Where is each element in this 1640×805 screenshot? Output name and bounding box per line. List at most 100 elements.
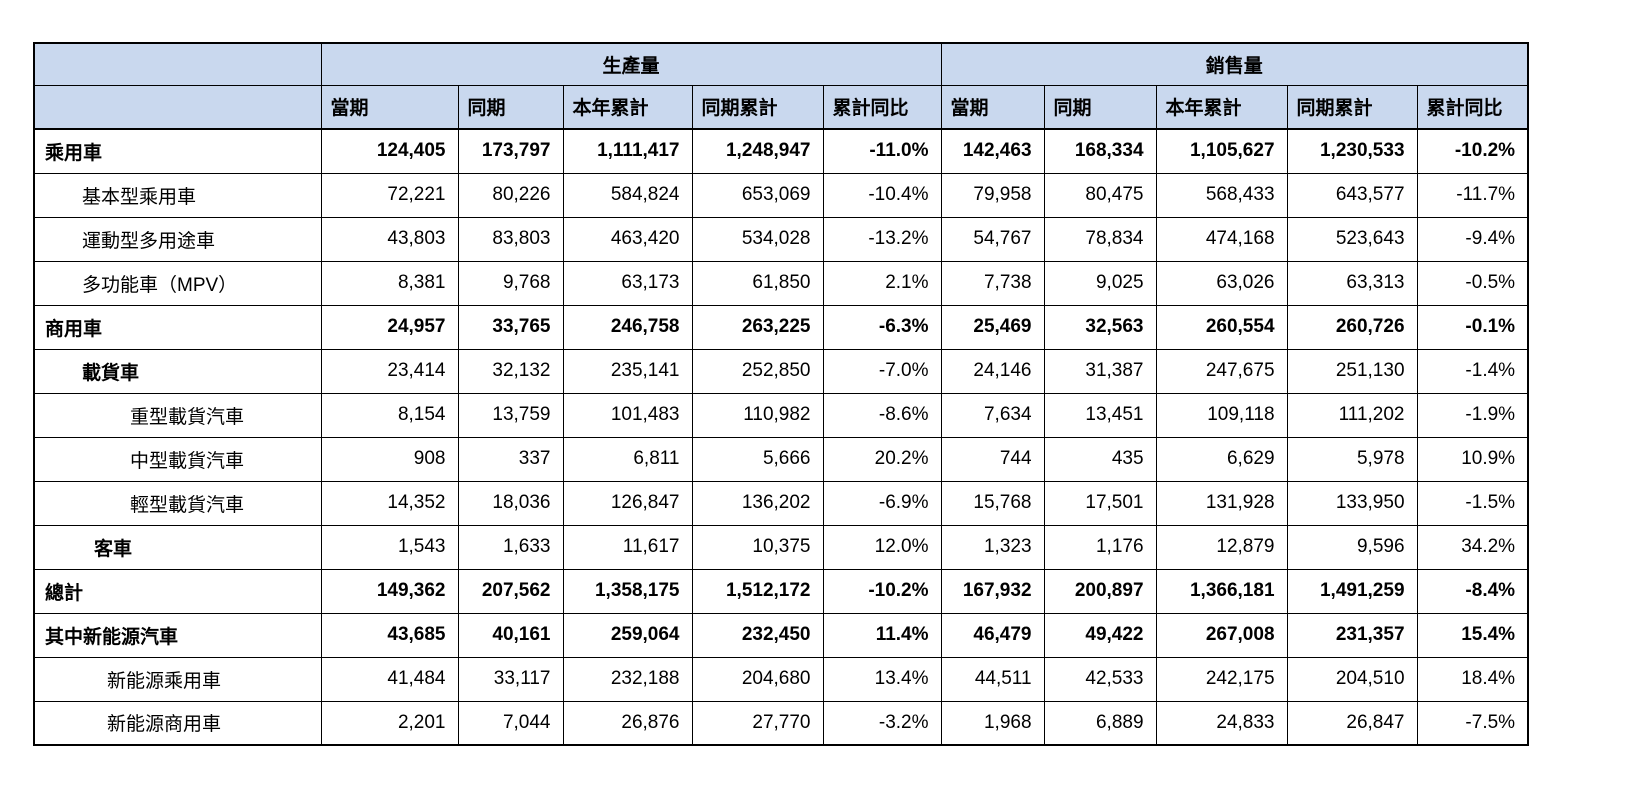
table-row: 重型載貨汽車 8,154 13,759 101,483 110,982 -8.6% 7,63… [33,392,1529,438]
production-cumulative-yoy-value: -7.0% [822,348,942,394]
production-current-period-value: 23,414 [320,348,459,394]
production-ytd-value: 463,420 [562,216,693,262]
sales-prior-ytd-value: 111,202 [1286,392,1418,438]
column-header-production-ytd: 本年累計 [562,84,693,130]
row-label: 新能源商用車 [33,700,322,746]
production-ytd-value: 6,811 [562,436,693,482]
production-prior-period-value: 80,226 [457,172,564,218]
sales-cumulative-yoy-value: -1.5% [1416,480,1529,526]
production-cumulative-yoy-value: -10.2% [822,568,942,614]
table-row: 其中新能源汽車 43,685 40,161 259,064 232,450 11.4% 46… [33,612,1529,658]
row-label: 重型載貨汽車 [33,392,322,438]
sales-cumulative-yoy-value: -1.9% [1416,392,1529,438]
production-current-period-value: 8,381 [320,260,459,306]
sales-current-period-value: 1,323 [940,524,1045,570]
table-row: 中型載貨汽車 908 337 6,811 5,666 20.2% 744 435 6,629 5,… [33,436,1529,482]
sales-prior-ytd-value: 260,726 [1286,304,1418,350]
sales-cumulative-yoy-value: -1.4% [1416,348,1529,394]
sales-cumulative-yoy-value: 34.2% [1416,524,1529,570]
production-current-period-value: 43,685 [320,612,459,658]
production-ytd-value: 11,617 [562,524,693,570]
production-current-period-value: 8,154 [320,392,459,438]
sales-prior-period-value: 42,533 [1043,656,1157,702]
production-current-period-value: 41,484 [320,656,459,702]
production-cumulative-yoy-value: -6.3% [822,304,942,350]
production-current-period-value: 24,957 [320,304,459,350]
production-prior-ytd-value: 534,028 [691,216,824,262]
sales-current-period-value: 79,958 [940,172,1045,218]
sales-ytd-value: 474,168 [1155,216,1288,262]
table-row: 商用車 24,957 33,765 246,758 263,225 -6.3% 25,469… [33,304,1529,350]
production-current-period-value: 43,803 [320,216,459,262]
sales-cumulative-yoy-value: -9.4% [1416,216,1529,262]
sales-prior-period-value: 6,889 [1043,700,1157,746]
sales-prior-ytd-value: 251,130 [1286,348,1418,394]
sales-cumulative-yoy-value: -0.5% [1416,260,1529,306]
sales-ytd-value: 12,879 [1155,524,1288,570]
production-prior-period-value: 7,044 [457,700,564,746]
production-prior-period-value: 337 [457,436,564,482]
production-prior-period-value: 1,633 [457,524,564,570]
sales-cumulative-yoy-value: -10.2% [1416,128,1529,174]
production-prior-ytd-value: 27,770 [691,700,824,746]
table-row: 輕型載貨汽車 14,352 18,036 126,847 136,202 -6.9% 15,… [33,480,1529,526]
production-prior-ytd-value: 10,375 [691,524,824,570]
production-prior-ytd-value: 232,450 [691,612,824,658]
production-prior-ytd-value: 136,202 [691,480,824,526]
sales-ytd-value: 267,008 [1155,612,1288,658]
corner-cell-bottom [33,84,322,130]
row-label: 中型載貨汽車 [33,436,322,482]
column-header-row: 當期 同期 本年累計 同期累計 累計同比 當期 同期 本年累計 同期累計 累計同比 [33,84,1529,130]
row-label: 商用車 [33,304,322,350]
production-prior-ytd-value: 110,982 [691,392,824,438]
sales-current-period-value: 25,469 [940,304,1045,350]
production-ytd-value: 1,111,417 [562,128,693,174]
production-cumulative-yoy-value: 2.1% [822,260,942,306]
production-cumulative-yoy-value: 20.2% [822,436,942,482]
table-row: 乘用車 124,405 173,797 1,111,417 1,248,947 -11.0… [33,128,1529,174]
corner-cell-top [33,42,322,86]
sales-prior-ytd-value: 231,357 [1286,612,1418,658]
sales-current-period-value: 44,511 [940,656,1045,702]
column-header-production-current-period: 當期 [320,84,459,130]
sales-prior-ytd-value: 643,577 [1286,172,1418,218]
sales-ytd-value: 260,554 [1155,304,1288,350]
sales-current-period-value: 15,768 [940,480,1045,526]
row-label: 基本型乘用車 [33,172,322,218]
sales-prior-ytd-value: 204,510 [1286,656,1418,702]
production-cumulative-yoy-value: 11.4% [822,612,942,658]
production-prior-ytd-value: 204,680 [691,656,824,702]
table-row: 基本型乘用車 72,221 80,226 584,824 653,069 -10.4% 79… [33,172,1529,218]
sales-prior-period-value: 1,176 [1043,524,1157,570]
sales-prior-ytd-value: 1,491,259 [1286,568,1418,614]
sales-current-period-value: 54,767 [940,216,1045,262]
production-current-period-value: 14,352 [320,480,459,526]
sales-prior-period-value: 168,334 [1043,128,1157,174]
column-header-sales-cumulative-yoy: 累計同比 [1416,84,1529,130]
sales-prior-ytd-value: 63,313 [1286,260,1418,306]
column-header-sales-ytd: 本年累計 [1155,84,1288,130]
production-ytd-value: 232,188 [562,656,693,702]
production-ytd-value: 246,758 [562,304,693,350]
row-label: 運動型多用途車 [33,216,322,262]
column-header-production-cumulative-yoy: 累計同比 [822,84,942,130]
sales-current-period-value: 1,968 [940,700,1045,746]
sales-ytd-value: 109,118 [1155,392,1288,438]
production-cumulative-yoy-value: -13.2% [822,216,942,262]
production-prior-ytd-value: 1,512,172 [691,568,824,614]
row-label: 客車 [33,524,322,570]
sales-prior-ytd-value: 133,950 [1286,480,1418,526]
sales-cumulative-yoy-value: 15.4% [1416,612,1529,658]
sales-prior-ytd-value: 1,230,533 [1286,128,1418,174]
production-prior-ytd-value: 653,069 [691,172,824,218]
production-ytd-value: 1,358,175 [562,568,693,614]
sales-current-period-value: 7,634 [940,392,1045,438]
row-label: 總計 [33,568,322,614]
production-cumulative-yoy-value: -11.0% [822,128,942,174]
production-current-period-value: 1,543 [320,524,459,570]
sales-prior-ytd-value: 26,847 [1286,700,1418,746]
production-prior-ytd-value: 5,666 [691,436,824,482]
production-prior-period-value: 18,036 [457,480,564,526]
production-ytd-value: 235,141 [562,348,693,394]
sales-prior-ytd-value: 523,643 [1286,216,1418,262]
